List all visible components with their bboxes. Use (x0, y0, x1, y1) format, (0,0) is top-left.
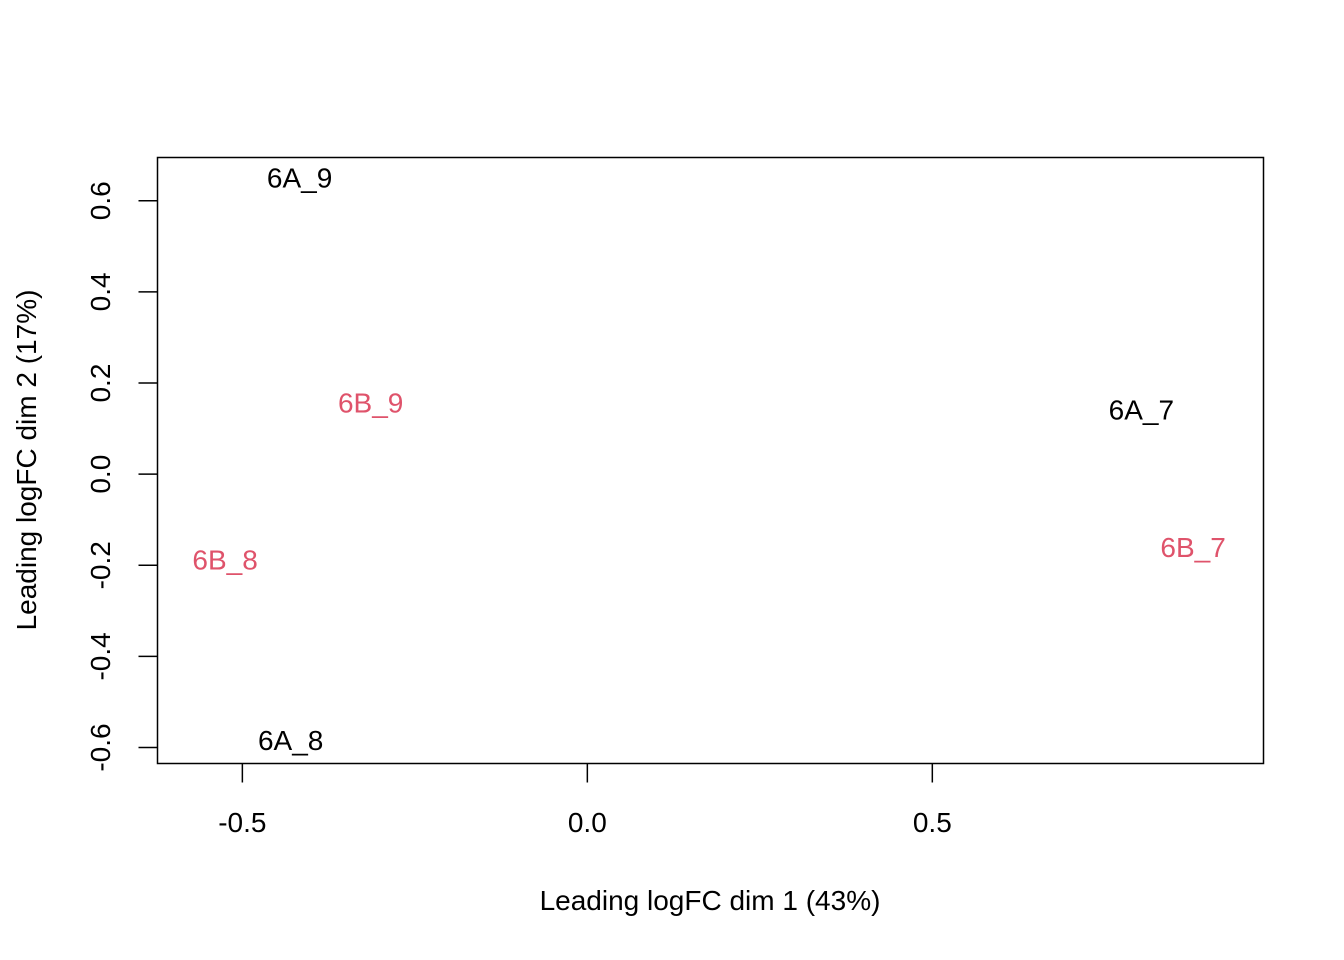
y-axis: -0.6 -0.4 -0.2 0.0 0.2 0.4 0.6 (85, 181, 158, 772)
point-label-6a-8: 6A_8 (258, 725, 323, 756)
y-tick-label: 0.0 (85, 455, 116, 494)
y-tick-label: 0.2 (85, 364, 116, 403)
x-tick-label: -0.5 (218, 807, 266, 838)
y-tick-label: 0.4 (85, 272, 116, 311)
y-tick-label: 0.6 (85, 181, 116, 220)
point-label-6b-8: 6B_8 (192, 544, 257, 575)
y-axis-label: Leading logFC dim 2 (17%) (11, 290, 42, 631)
x-axis-label: Leading logFC dim 1 (43%) (540, 885, 881, 916)
point-labels: 6A_9 6B_9 6A_7 6B_8 6B_7 6A_8 (192, 163, 1225, 756)
y-tick-label: -0.6 (85, 723, 116, 771)
x-axis: -0.5 0.0 0.5 (218, 763, 952, 838)
point-label-6a-7: 6A_7 (1109, 394, 1174, 425)
y-tick-label: -0.2 (85, 541, 116, 589)
x-tick-label: 0.5 (913, 807, 952, 838)
plot-box (156, 156, 1265, 765)
x-tick-label: 0.0 (568, 807, 607, 838)
point-label-6b-7: 6B_7 (1160, 532, 1225, 563)
y-tick-label: -0.4 (85, 632, 116, 680)
point-label-6a-9: 6A_9 (267, 163, 332, 194)
point-label-6b-9: 6B_9 (338, 388, 403, 419)
